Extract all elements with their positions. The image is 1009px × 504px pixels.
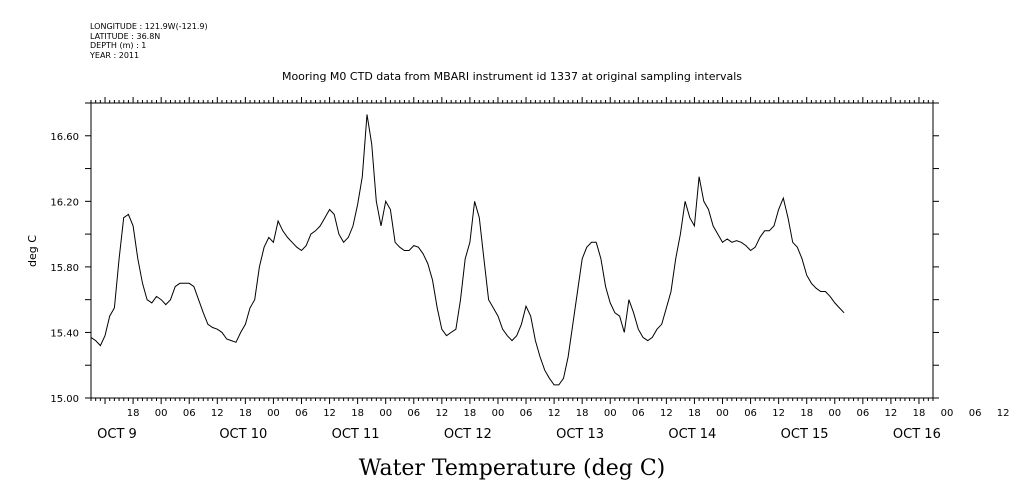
x-tick-label: 00 (716, 408, 729, 419)
y-tick-label: 15.00 (50, 394, 79, 405)
x-date-label: OCT 16 (893, 427, 941, 442)
y-tick-label: 15.40 (50, 328, 79, 339)
x-tick-label: 12 (660, 408, 673, 419)
y-tick-label: 16.60 (50, 132, 79, 143)
x-date-label: OCT 13 (556, 427, 604, 442)
x-tick-label: 18 (239, 408, 252, 419)
latitude-label: LATITUDE : 36.8N (90, 31, 161, 41)
x-tick-label: 06 (744, 408, 757, 419)
x-tick-label: 18 (688, 408, 701, 419)
x-date-label: OCT 15 (781, 427, 829, 442)
x-tick-label: 12 (548, 408, 561, 419)
x-tick-label: 00 (379, 408, 392, 419)
year-label: YEAR : 2011 (90, 50, 140, 60)
x-tick-label: 18 (800, 408, 813, 419)
temperature-series-line (90, 114, 845, 386)
x-tick-label: 06 (856, 408, 869, 419)
depth-label: DEPTH (m) : 1 (90, 41, 147, 50)
plot-frame (90, 102, 934, 399)
y-axis: 15.00 15.40 15.80 16.20 16.60 (50, 102, 939, 405)
x-tick-label: 06 (407, 408, 420, 419)
x-tick-label: 06 (969, 408, 982, 419)
x-tick-label: 00 (828, 408, 841, 419)
x-tick-label: 06 (295, 408, 308, 419)
longitude-label: LONGITUDE : 121.9W(-121.9) (90, 22, 208, 31)
x-tick-label: 12 (435, 408, 448, 419)
x-axis: 18 00 06 12 18 00 06 12 18 00 06 12 18 00 06 12 18 00 06 12… (90, 97, 1009, 442)
x-tick-label: 00 (267, 408, 280, 419)
x-tick-label: 12 (772, 408, 785, 419)
x-date-label: OCT 11 (332, 427, 380, 442)
x-tick-label: 18 (127, 408, 140, 419)
x-tick-label: 12 (997, 408, 1009, 419)
x-tick-label: 18 (464, 408, 477, 419)
station-metadata: LONGITUDE : 121.9W(-121.9) LATITUDE : 36… (90, 22, 208, 60)
y-tick-label: 15.80 (50, 263, 79, 274)
chart-title: Mooring M0 CTD data from MBARI instrumen… (282, 70, 742, 83)
x-date-label: OCT 14 (668, 427, 716, 442)
x-tick-label: 00 (604, 408, 617, 419)
series-group (90, 114, 845, 386)
chart-caption: Water Temperature (deg C) (359, 456, 666, 481)
x-tick-label: 00 (155, 408, 168, 419)
x-tick-label: 00 (941, 408, 954, 419)
x-tick-label: 12 (885, 408, 898, 419)
x-date-label: OCT 12 (444, 427, 492, 442)
x-tick-label: 00 (492, 408, 505, 419)
x-date-label: OCT 10 (219, 427, 267, 442)
x-tick-label: 18 (351, 408, 364, 419)
plot-border (90, 102, 934, 399)
x-tick-label: 18 (913, 408, 926, 419)
x-tick-label: 06 (520, 408, 533, 419)
x-tick-label: 18 (576, 408, 589, 419)
x-tick-label: 12 (323, 408, 336, 419)
x-tick-label: 06 (183, 408, 196, 419)
y-axis-label: deg C (26, 235, 39, 267)
x-date-label: OCT 9 (97, 427, 137, 442)
x-tick-label: 06 (632, 408, 645, 419)
y-tick-label: 16.20 (50, 197, 79, 208)
x-tick-label: 12 (211, 408, 224, 419)
